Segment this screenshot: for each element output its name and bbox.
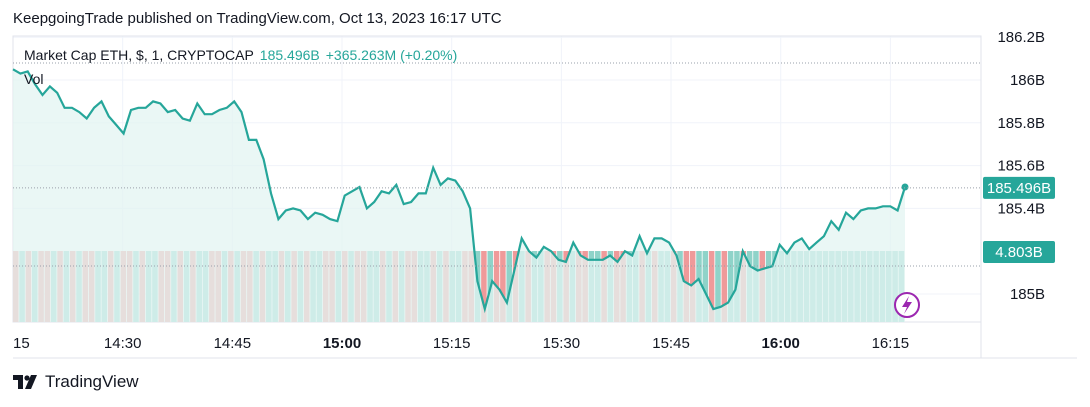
price-area-fill xyxy=(13,69,905,322)
y-tick-label: 185.6B xyxy=(997,158,1045,175)
last-price-value: 185.496B xyxy=(259,47,320,63)
y-tick-label: 186B xyxy=(1010,72,1045,89)
y-axis: 186.2B 186B 185.8B 185.6B 185.4B 185B xyxy=(997,29,1045,303)
x-tick-label: 14:45 xyxy=(214,335,252,352)
y-tick-label: 185.8B xyxy=(997,115,1045,132)
x-tick-label: 15:00 xyxy=(323,335,361,352)
x-tick-label: 14:30 xyxy=(104,335,142,352)
footer-brand: TradingView xyxy=(45,372,139,391)
volume-bar xyxy=(715,251,721,322)
last-price-dot xyxy=(901,183,909,191)
volume-bar xyxy=(721,251,728,322)
x-tick-label: 15:15 xyxy=(433,335,471,352)
y-tick-label: 186.2B xyxy=(997,29,1045,46)
volume-bar xyxy=(702,251,709,322)
volume-badge-text: 4.803B xyxy=(995,244,1043,261)
volume-bar xyxy=(727,251,734,322)
price-change: +365.263M (+0.20%) xyxy=(325,47,458,63)
volume-label: Vol xyxy=(24,71,44,87)
symbol-label: Market Cap ETH, $, 1, CRYPTOCAP xyxy=(24,47,254,63)
volume-bar xyxy=(500,251,506,322)
tradingview-logo-icon xyxy=(13,375,37,389)
last-price-badge-text: 185.496B xyxy=(987,180,1051,197)
tradingview-logo[interactable]: TradingView xyxy=(13,372,139,392)
last-price-badge: 185.496B xyxy=(983,176,1055,199)
x-tick-label: 16:00 xyxy=(762,335,800,352)
price-line xyxy=(12,68,907,314)
x-tick-label: 16:15 xyxy=(872,335,910,352)
volume-bar xyxy=(708,251,715,322)
volume-bar xyxy=(481,251,487,322)
y-tick-label: 185.4B xyxy=(997,200,1045,217)
y-tick-label: 185B xyxy=(1010,286,1045,303)
volume-badge: 4.803B xyxy=(983,241,1055,263)
volume-bar xyxy=(506,251,512,322)
x-tick-label: 15:30 xyxy=(543,335,581,352)
published-caption: KeepgoingTrade published on TradingView.… xyxy=(13,10,502,27)
x-axis: 15 14:30 14:45 15:00 15:15 15:30 15:45 16:00 16:… xyxy=(13,335,909,352)
x-tick-label: 15:45 xyxy=(652,335,690,352)
x-tick-label: 15 xyxy=(13,335,30,352)
lightning-icon xyxy=(894,292,920,318)
axis-badges: 185.496B 4.803B xyxy=(983,176,1055,263)
chart-legend: Market Cap ETH, $, 1, CRYPTOCAP 185.496B +… xyxy=(24,47,457,63)
